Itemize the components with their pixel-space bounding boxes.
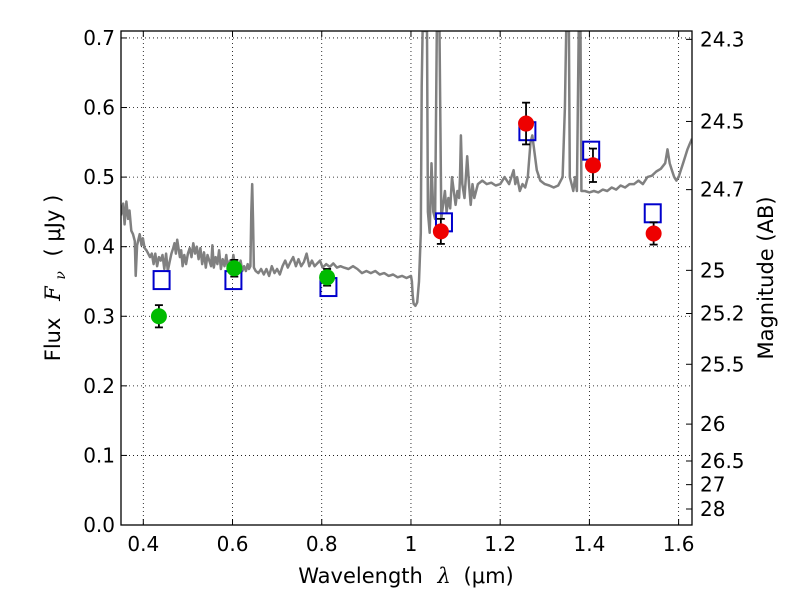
x-axis-title-prefix: Wavelength xyxy=(298,564,423,588)
x-tick-label: 0.8 xyxy=(306,532,338,556)
y2-tick-label: 28 xyxy=(700,497,725,521)
plot-frame xyxy=(120,30,693,526)
y-axis-title-unit: ( μJy ) xyxy=(41,195,65,257)
x-tick-label: 1.2 xyxy=(484,532,516,556)
y-tick-label: 0.4 xyxy=(83,235,115,259)
x-tick-label: 1 xyxy=(405,532,418,556)
y2-axis-title: Magnitude (AB) xyxy=(754,196,778,359)
y2-tick-label: 24.5 xyxy=(700,109,745,133)
y2-tick-label: 26.5 xyxy=(700,449,745,473)
x-axis-title: Wavelength λ (μm) xyxy=(298,564,513,588)
x-tick-label: 0.4 xyxy=(127,532,159,556)
y-tick-label: 0.5 xyxy=(83,165,115,189)
red-data-point xyxy=(645,225,662,242)
y-axis-title-prefix: Flux xyxy=(41,318,65,362)
y-axis-title-subscript: ν xyxy=(53,271,69,280)
y2-tick-label: 25.5 xyxy=(700,352,745,376)
x-axis-title-symbol: λ xyxy=(437,564,451,588)
y2-tick-label: 24.3 xyxy=(700,27,745,51)
x-axis-title-unit: (μm) xyxy=(464,564,514,588)
red-data-point xyxy=(584,157,601,174)
y2-tick-label: 26 xyxy=(700,412,725,436)
red-data-point xyxy=(432,223,449,240)
red-data-point xyxy=(518,115,535,132)
y-tick-label: 0.0 xyxy=(83,513,115,537)
x-tick-label: 1.4 xyxy=(573,532,605,556)
y-tick-label: 0.2 xyxy=(83,374,115,398)
y2-tick-label: 27 xyxy=(700,473,725,497)
y2-tick-label: 25.2 xyxy=(700,301,745,325)
axis-ticks: 0.4 0.6 0.8 1 1.2 1.4 1.6 0.0 0.1 0.2 0.3 0.4 0.5 0.6… xyxy=(83,26,744,556)
y2-tick-label: 24.7 xyxy=(700,178,745,202)
y-tick-label: 0.1 xyxy=(83,443,115,467)
green-data-point xyxy=(150,308,167,325)
spectrum-path xyxy=(121,31,692,308)
data-markers xyxy=(150,101,662,329)
green-data-point xyxy=(226,260,243,277)
model-square xyxy=(152,270,171,291)
x-tick-label: 1.6 xyxy=(663,532,695,556)
y-axis-title-symbol: F xyxy=(41,285,65,302)
spectrum-line xyxy=(121,31,692,308)
x-tick-label: 0.6 xyxy=(217,532,249,556)
y-axis-title: Flux F ν ( μJy ) xyxy=(41,195,70,362)
y-tick-label: 0.6 xyxy=(83,96,115,120)
y2-tick-label: 25 xyxy=(700,258,725,282)
y-tick-label: 0.3 xyxy=(83,304,115,328)
green-data-point xyxy=(319,269,336,286)
y-tick-label: 0.7 xyxy=(83,26,115,50)
